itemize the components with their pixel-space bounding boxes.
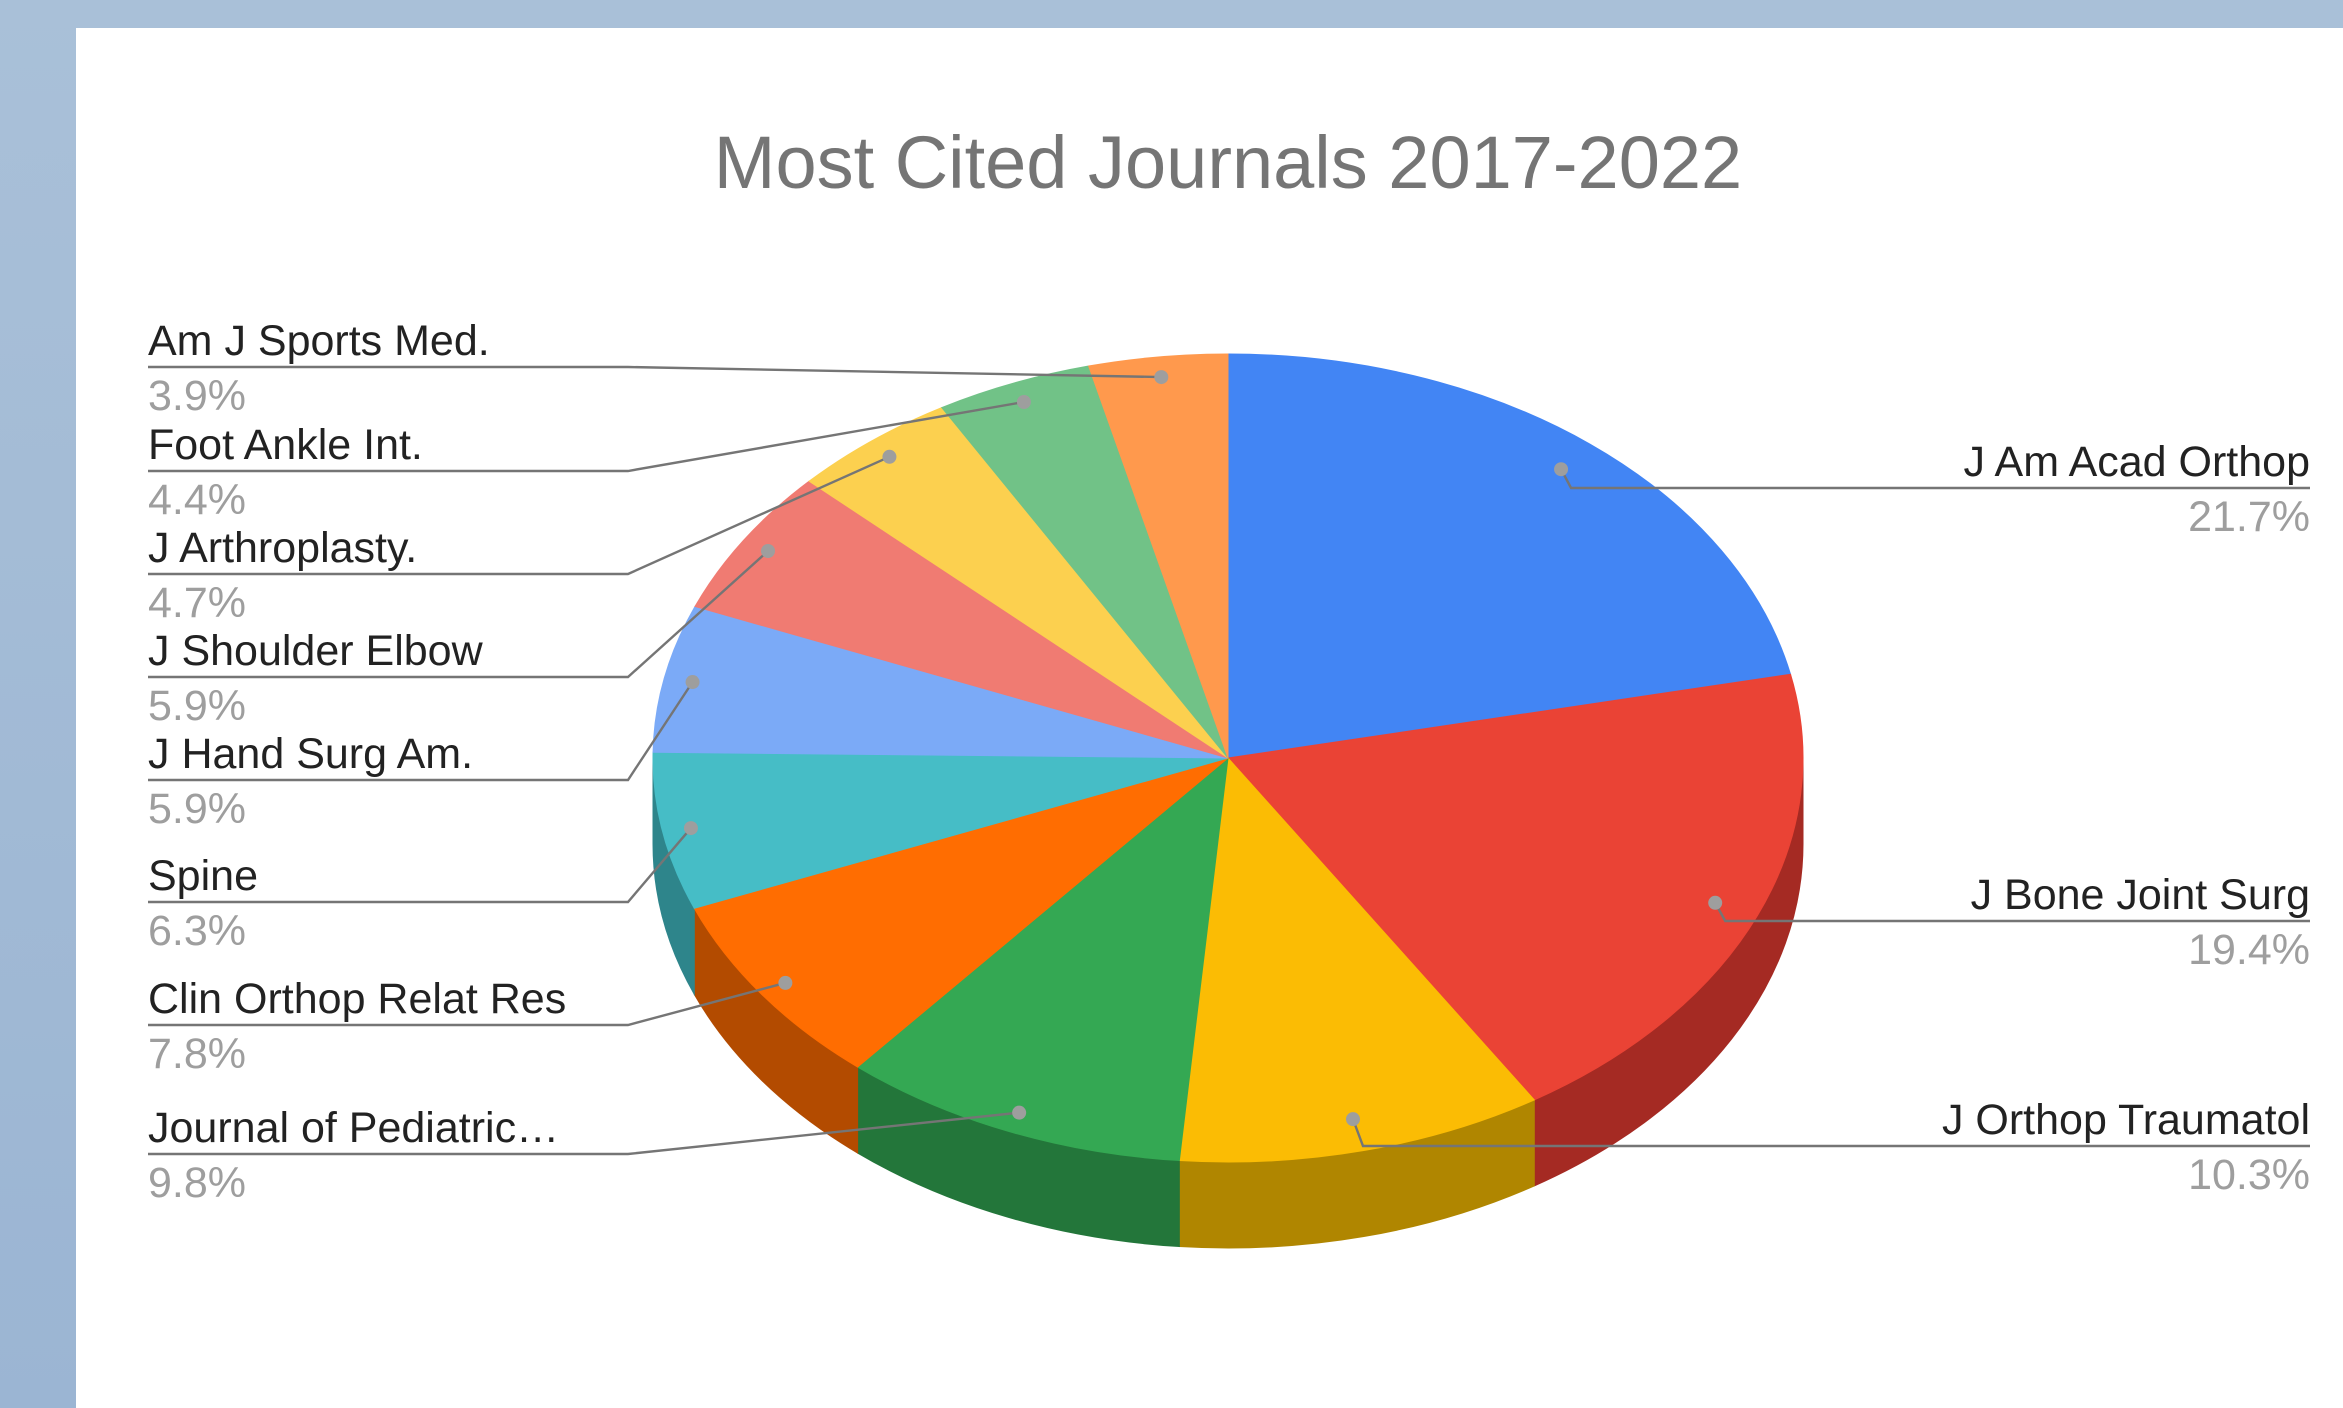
- slice-am-j-sports-med[interactable]: [1087, 353, 1229, 759]
- label-spine: Spine 6.3%: [148, 821, 698, 955]
- slice-j-arthroplasty[interactable]: [808, 406, 1229, 759]
- slice-label-value: 19.4%: [2188, 926, 2310, 974]
- leader-dot: [1554, 462, 1569, 477]
- slice-j-orthop-traumatol[interactable]: [1178, 756, 1536, 1163]
- slice-j-am-acad-orthop[interactable]: [1227, 353, 1792, 759]
- leader-line: [1351, 1118, 2310, 1148]
- leader-line: [148, 400, 1025, 473]
- label-foot-ankle-int: Foot Ankle Int. 4.4%: [148, 394, 1031, 524]
- label-j-hand-surg-am: J Hand Surg Am.5.9%: [148, 675, 700, 833]
- leader-line: [148, 981, 786, 1027]
- leader-dot: [761, 544, 776, 559]
- slice-label-value: 3.9%: [148, 372, 246, 420]
- slice-label-value: 5.9%: [148, 785, 246, 833]
- slice-j-bone-joint-surg[interactable]: [1227, 673, 1804, 1101]
- slice-label-name: Journal of Pediatric…: [148, 1104, 559, 1152]
- slice-label-value: 21.7%: [2188, 493, 2310, 541]
- slice-label-value: 4.7%: [148, 579, 246, 627]
- slice-label-value: 10.3%: [2188, 1151, 2310, 1199]
- leader-line: [148, 827, 692, 904]
- slice-label-value: 9.8%: [148, 1159, 246, 1207]
- leader-dot: [1154, 370, 1169, 385]
- slice-label-value: 4.4%: [148, 476, 246, 524]
- label-am-j-sports-med: Am J Sports Med. 3.9%: [148, 317, 1169, 420]
- slice-label-value: 6.3%: [148, 907, 246, 955]
- slice-label-name: Am J Sports Med.: [148, 317, 490, 365]
- leader-line: [148, 681, 694, 782]
- slice-label-name: J Bone Joint Surg: [1971, 871, 2310, 919]
- leader-dot: [1012, 1105, 1027, 1120]
- leader-dot: [1345, 1112, 1360, 1127]
- leader-dot: [1708, 895, 1723, 910]
- leader-dot: [685, 675, 700, 690]
- leader-dot: [1016, 394, 1031, 409]
- label-j-orthop-traumatol: J Orthop Traumatol 10.3%: [1345, 1096, 2310, 1199]
- slice-journal-of-pediatric[interactable]: [856, 756, 1229, 1162]
- label-j-bone-joint-surg: J Bone Joint Surg 19.4%: [1708, 871, 2310, 974]
- slice-label-name: J Hand Surg Am.: [148, 730, 473, 778]
- slice-label-name: J Orthop Traumatol: [1942, 1096, 2310, 1144]
- slice-label-value: 7.8%: [148, 1030, 246, 1078]
- slice-label-name: J Shoulder Elbow: [148, 627, 484, 675]
- label-j-am-acad-orthop: J Am Acad Orthop 21.7%: [1554, 438, 2310, 541]
- leader-line: [148, 455, 890, 576]
- leader-line: [1560, 468, 2310, 490]
- slice-j-hand-surg-am[interactable]: [652, 605, 1229, 759]
- slice-clin-orthop-relat-res[interactable]: [693, 757, 1229, 1068]
- chart-title: Most Cited Journals 2017-2022: [714, 121, 1742, 204]
- leader-dot: [882, 449, 897, 464]
- leader-line: [148, 550, 769, 679]
- slice-label-name: J Arthroplasty.: [148, 524, 417, 572]
- slice-label-value: 5.9%: [148, 682, 246, 730]
- leader-dot: [778, 975, 793, 990]
- chart-panel: Most Cited Journals 2017-2022 J Am Acad …: [76, 28, 2343, 1408]
- leader-line: [148, 365, 1162, 379]
- pie-sides: [652, 757, 1804, 1249]
- label-clin-orthop-relat-res: Clin Orthop Relat Res 7.8%: [148, 975, 793, 1078]
- slice-label-name: Clin Orthop Relat Res: [148, 975, 566, 1023]
- slice-label-name: Spine: [148, 852, 258, 900]
- label-j-shoulder-elbow: J Shoulder Elbow 5.9%: [148, 544, 776, 730]
- label-journal-of-pediatric: Journal of Pediatric… 9.8%: [148, 1104, 1027, 1207]
- slice-labels: J Am Acad Orthop 21.7% J Bone Joint Surg 19…: [148, 317, 2310, 1207]
- leader-dot: [683, 821, 698, 836]
- slice-j-shoulder-elbow[interactable]: [694, 480, 1229, 759]
- pie-chart: Most Cited Journals 2017-2022 J Am Acad …: [148, 121, 2310, 1249]
- pie-slices: [652, 353, 1804, 1163]
- slice-label-name: Foot Ankle Int.: [148, 421, 423, 469]
- leader-line: [148, 1111, 1020, 1156]
- slice-label-name: J Am Acad Orthop: [1963, 438, 2310, 486]
- label-j-arthroplasty: J Arthroplasty. 4.7%: [148, 449, 897, 627]
- slice-spine[interactable]: [652, 751, 1229, 909]
